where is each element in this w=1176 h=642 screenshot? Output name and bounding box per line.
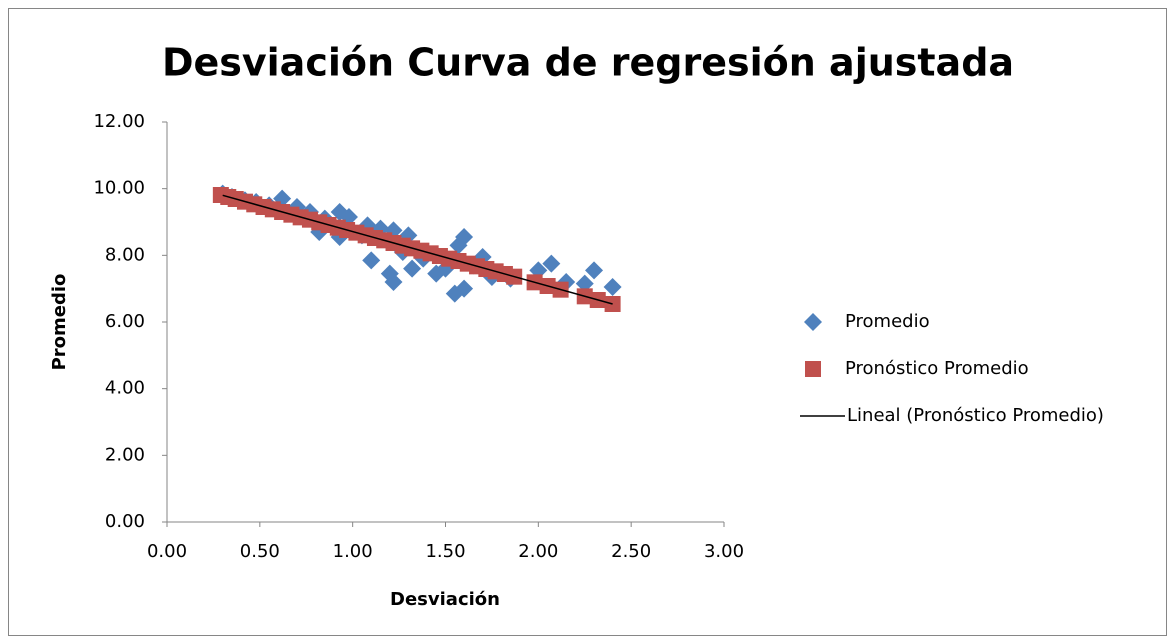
point — [603, 278, 622, 296]
x-tick-label: 1.00 — [333, 541, 373, 562]
chart-title: Desviación Curva de regresión ajustada — [162, 41, 1014, 85]
point — [403, 259, 422, 278]
point — [455, 279, 474, 298]
y-tick-label: 10.00 — [93, 178, 145, 199]
legend-label: Lineal (Pronóstico Promedio) — [847, 405, 1104, 426]
x-tick-label: 0.00 — [147, 541, 187, 562]
y-axis-label: Promedio — [49, 274, 70, 371]
x-tick-label: 0.50 — [240, 541, 280, 562]
y-tick-label: 0.00 — [105, 511, 145, 532]
x-tick-label: 2.50 — [611, 541, 651, 562]
legend-swatch — [804, 313, 822, 331]
y-tick-label: 2.00 — [105, 444, 145, 465]
y-tick-label: 8.00 — [105, 244, 145, 265]
point — [542, 254, 561, 273]
x-tick-label: 1.50 — [425, 541, 465, 562]
y-tick-label: 6.00 — [105, 311, 145, 332]
x-axis-label: Desviación — [390, 589, 500, 610]
point — [362, 251, 381, 270]
point — [575, 274, 594, 293]
y-tick-label: 4.00 — [105, 378, 145, 399]
x-tick-label: 3.00 — [704, 541, 744, 562]
legend-label: Promedio — [845, 311, 930, 332]
chart-border — [8, 8, 1167, 636]
x-tick-label: 2.00 — [518, 541, 558, 562]
point — [585, 261, 604, 280]
legend-label: Pronóstico Promedio — [845, 358, 1029, 379]
trend-line — [222, 194, 613, 305]
legend-swatch — [805, 361, 821, 377]
y-tick-label: 12.00 — [93, 111, 145, 132]
point — [384, 273, 403, 291]
point — [455, 228, 474, 246]
